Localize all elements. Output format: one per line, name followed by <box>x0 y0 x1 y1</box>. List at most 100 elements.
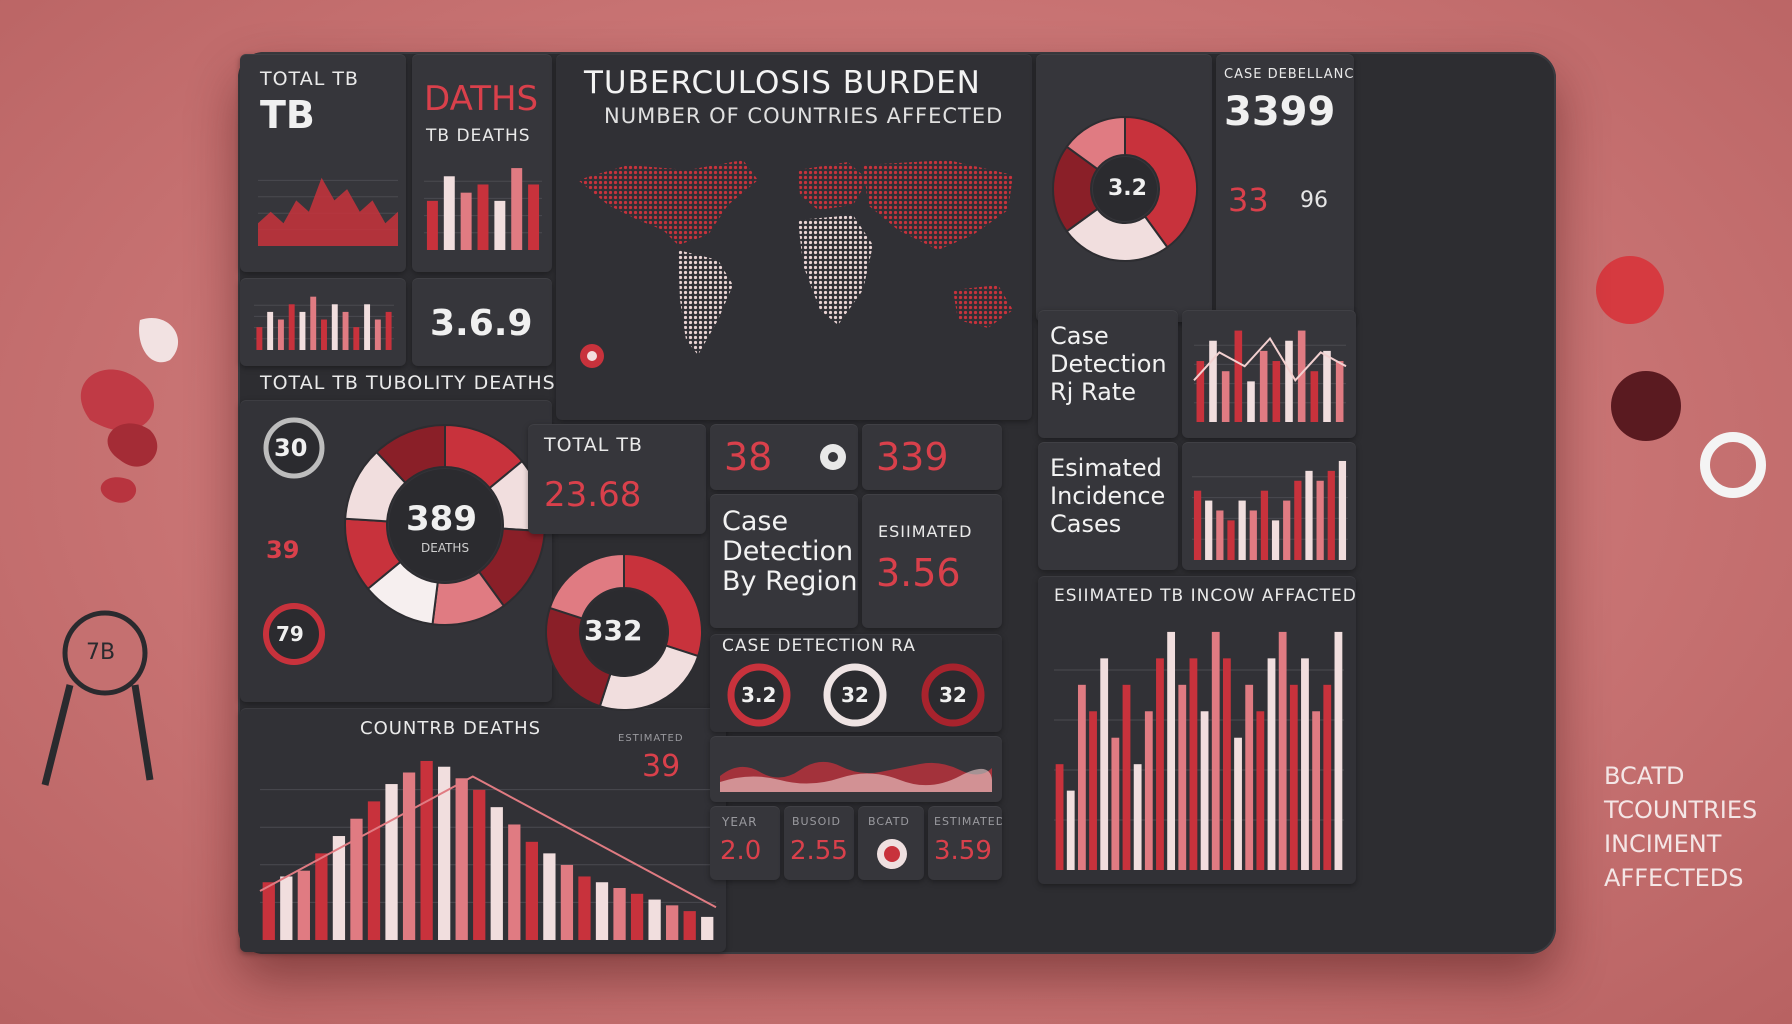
map-north-america <box>578 160 758 245</box>
world-map <box>578 160 1013 355</box>
case-balance-panel: CASE DEBELLANCE 3399 33 96 <box>1216 54 1354 322</box>
donut-hole <box>582 590 666 674</box>
bar <box>648 899 661 940</box>
bar <box>1189 658 1198 870</box>
bar <box>613 888 626 940</box>
map-south-america <box>678 250 733 355</box>
bar <box>1055 764 1064 870</box>
dashboard-board: TOTAL TB TB DATHS TB DEATHS 3.6.9 TOTAL … <box>238 52 1556 954</box>
bar <box>1338 460 1347 560</box>
ring-1 <box>727 663 791 727</box>
total-by-country-title: TOTAL TB <box>544 434 643 456</box>
ring-2 <box>823 663 887 727</box>
ring-3 <box>921 663 985 727</box>
bar <box>1222 658 1231 870</box>
location-pin-icon[interactable] <box>578 342 606 370</box>
estimated-cell-value: 3.56 <box>876 551 961 595</box>
bar <box>543 853 556 940</box>
badge-mid-value: 39 <box>266 536 300 564</box>
badge-top-value: 30 <box>274 434 308 462</box>
detection-donut-chart <box>545 552 703 711</box>
total-by-country-panel: TOTAL TB 23.68 <box>528 424 706 534</box>
bar <box>1259 350 1268 422</box>
deaths-panel: DATHS TB DEATHS <box>412 54 552 272</box>
bar <box>256 327 263 350</box>
bar <box>342 311 349 350</box>
map-australia <box>953 285 1013 328</box>
deaths-bar-chart <box>424 168 542 250</box>
series-line <box>1193 336 1347 382</box>
case-detection-region-line-3: By Region <box>722 566 858 597</box>
bar <box>1294 480 1302 560</box>
bar <box>1247 381 1255 422</box>
main-donut-label: DEATHS <box>421 541 470 555</box>
bar <box>460 192 472 250</box>
badge-ring-bottom <box>263 603 325 665</box>
incidence-chart-panel <box>1182 442 1356 570</box>
case-detection-region-line-1: Case <box>722 506 789 537</box>
ring-2-value: 32 <box>841 683 869 707</box>
section-label-mortality: TOTAL TB TUBOLITY DEATHS <box>260 372 556 394</box>
bar <box>1316 480 1324 560</box>
donut-slice <box>1065 115 1126 171</box>
bar <box>1200 711 1209 870</box>
bar <box>1077 684 1086 870</box>
bar <box>1144 711 1153 870</box>
series-line <box>259 775 717 909</box>
bar <box>1323 684 1332 870</box>
bar <box>578 876 591 940</box>
bar <box>560 864 574 940</box>
bar <box>1205 500 1213 560</box>
bar <box>1193 490 1202 560</box>
white-ring-decoration <box>1700 432 1766 498</box>
bar <box>277 319 284 350</box>
wave-panel <box>710 736 1002 802</box>
country-deaths-panel: COUNTRB DEATHS <box>240 708 726 952</box>
stat-cell-estimated: ESTIMATED 3.59 <box>928 806 1002 880</box>
case-detection-region-line-2: Detection <box>722 536 854 567</box>
detection-donut-value: 332 <box>584 614 643 647</box>
bar <box>420 760 433 940</box>
bar <box>1245 684 1254 870</box>
case-ring-chart <box>1052 115 1198 262</box>
deaths-subtitle: TB DEATHS <box>426 126 531 146</box>
bar <box>630 893 644 940</box>
total-by-country-value: 23.68 <box>544 475 642 515</box>
ring-chart-value: 3.2 <box>1108 176 1147 201</box>
bar <box>1310 371 1319 422</box>
detection-rate-line <box>1193 336 1347 382</box>
bar <box>1327 470 1335 560</box>
estimated-incidence-panel: Esimated Incidence Cases <box>1038 442 1178 570</box>
bar <box>385 784 398 940</box>
area-series <box>258 177 398 246</box>
donut-slice <box>1124 115 1198 249</box>
bar <box>1285 340 1293 422</box>
bar <box>1289 684 1298 870</box>
donut-hole <box>389 469 501 581</box>
bar <box>1271 520 1280 560</box>
case-detection-rate-panel: Case Detection Rj Rate <box>1038 310 1178 438</box>
bar <box>1297 330 1306 422</box>
donut-slice <box>375 423 446 485</box>
red-sphere-decoration <box>1596 256 1664 324</box>
side-value: 39 <box>642 749 681 784</box>
bar <box>1323 350 1331 422</box>
bar <box>666 905 679 940</box>
bar <box>1256 711 1265 870</box>
donut-slice <box>1065 207 1169 262</box>
bar <box>1234 330 1243 422</box>
bar <box>402 772 416 940</box>
magnifier-decoration <box>41 610 154 786</box>
bar <box>683 911 696 940</box>
badge-bottom-value: 79 <box>276 622 304 646</box>
page-title: TUBERCULOSIS BURDEN <box>584 65 981 101</box>
mini-bars-panel <box>240 278 406 366</box>
bar <box>1196 361 1205 422</box>
bar <box>1260 490 1269 560</box>
bar <box>477 184 489 250</box>
bar <box>494 200 506 250</box>
bar <box>332 836 346 940</box>
bar <box>310 296 317 350</box>
bar <box>595 882 609 940</box>
bar <box>1335 361 1344 422</box>
